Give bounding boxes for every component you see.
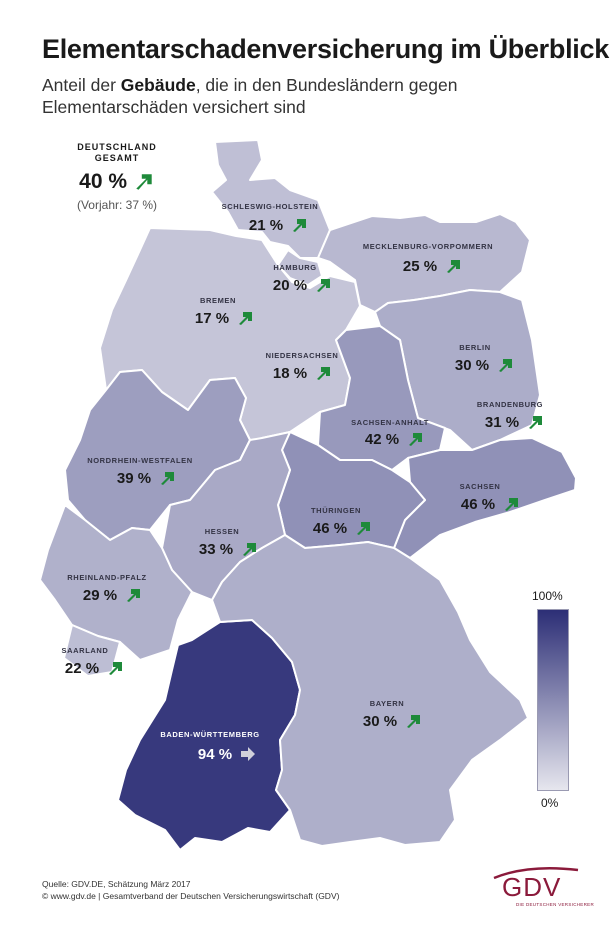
state-name-niedersachsen: NIEDERSACHSEN [266, 351, 339, 360]
trend-up-arrow-icon [109, 662, 122, 675]
legend-color-scale [537, 609, 569, 791]
national-label-line1: DEUTSCHLAND [77, 142, 157, 152]
state-region-rheinland-pfalz [39, 504, 193, 661]
copyright-text: © www.gdv.de | Gesamtverband der Deutsch… [42, 891, 340, 901]
state-value-berlin: 30 % [455, 357, 489, 374]
subtitle-suffix: , die in den Bundesländern gegen Element… [42, 75, 458, 117]
state-name-thüringen: THÜRINGEN [311, 506, 361, 515]
state-value-hamburg: 20 % [273, 277, 307, 294]
state-value-thüringen: 46 % [313, 520, 347, 537]
state-name-brandenburg: BRANDENBURG [477, 400, 543, 409]
page-subtitle: Anteil der Gebäude, die in den Bundeslän… [42, 74, 512, 118]
state-region-bayern [211, 534, 529, 847]
trend-up-arrow-icon [357, 522, 370, 535]
state-name-sachsen-anhalt: SACHSEN-ANHALT [351, 418, 429, 427]
national-value: 40 % [79, 170, 128, 193]
germany-map: SCHLESWIG-HOLSTEIN 21 % MECKLENBURG-VORPOM… [39, 139, 577, 851]
state-value-sachsen-anhalt: 42 % [365, 431, 399, 448]
state-name-mecklenburg-vorpommern: MECKLENBURG-VORPOMMERN [363, 242, 493, 251]
state-name-baden-württemberg: BADEN-WÜRTTEMBERG [160, 730, 259, 739]
state-name-saarland: SAARLAND [62, 646, 109, 655]
gdv-logo: GDV DIE DEUTSCHEN VERSICHERER [488, 862, 594, 912]
trend-up-arrow-icon [243, 543, 256, 556]
state-value-bayern: 30 % [363, 713, 397, 730]
state-name-sachsen: SACHSEN [460, 482, 501, 491]
source-note: Quelle: GDV.DE, Schätzung März 2017 © ww… [42, 878, 339, 902]
trend-up-arrow-icon [136, 174, 152, 191]
state-name-hamburg: HAMBURG [273, 263, 316, 272]
state-value-hessen: 33 % [199, 541, 233, 558]
subtitle-bold: Gebäude [120, 75, 196, 95]
trend-up-arrow-icon [293, 219, 306, 232]
trend-flat-arrow-icon [241, 747, 255, 761]
national-total: DEUTSCHLAND GESAMT 40 % (Vorjahr: 37 %) [62, 142, 172, 212]
trend-up-arrow-icon [317, 279, 330, 292]
state-name-bremen: BREMEN [200, 296, 236, 305]
legend-min-label: 0% [541, 796, 559, 810]
state-value-mecklenburg-vorpommern: 25 % [403, 258, 437, 275]
state-name-rheinland-pfalz: RHEINLAND-PFALZ [67, 573, 146, 582]
state-name-bayern: BAYERN [370, 699, 405, 708]
national-value-row: 40 % [62, 170, 172, 194]
trend-up-arrow-icon [407, 715, 420, 728]
trend-up-arrow-icon [499, 359, 512, 372]
page-title: Elementarschadenversicherung im Überblic… [42, 34, 609, 64]
state-value-bremen: 17 % [195, 310, 229, 327]
trend-up-arrow-icon [409, 433, 422, 446]
trend-up-arrow-icon [317, 367, 330, 380]
source-text: Quelle: GDV.DE, Schätzung März 2017 [42, 879, 191, 889]
trend-up-arrow-icon [127, 589, 140, 602]
state-name-berlin: BERLIN [459, 343, 491, 352]
state-value-rheinland-pfalz: 29 % [83, 587, 117, 604]
state-value-sachsen: 46 % [461, 496, 495, 513]
state-value-saarland: 22 % [65, 660, 99, 677]
state-name-schleswig-holstein: SCHLESWIG-HOLSTEIN [222, 202, 319, 211]
logo-text: GDV [502, 872, 562, 902]
state-name-nordrhein-westfalen: NORDRHEIN-WESTFALEN [87, 456, 193, 465]
subtitle-prefix: Anteil der [42, 75, 121, 95]
national-label-line2: GESAMT [94, 153, 140, 163]
state-value-nordrhein-westfalen: 39 % [117, 470, 151, 487]
state-value-niedersachsen: 18 % [273, 365, 307, 382]
state-value-baden-württemberg: 94 % [198, 746, 232, 763]
national-previous-year: (Vorjahr: 37 %) [76, 198, 158, 212]
trend-up-arrow-icon [161, 472, 174, 485]
state-value-schleswig-holstein: 21 % [249, 217, 283, 234]
logo-tagline: DIE DEUTSCHEN VERSICHERER [516, 902, 595, 907]
trend-up-arrow-icon [447, 260, 460, 273]
trend-up-arrow-icon [529, 416, 542, 429]
state-name-hessen: HESSEN [205, 527, 239, 536]
trend-up-arrow-icon [239, 312, 252, 325]
trend-up-arrow-icon [505, 498, 518, 511]
state-value-brandenburg: 31 % [485, 414, 519, 431]
logo-swoosh-icon [493, 866, 579, 880]
legend-max-label: 100% [532, 589, 563, 603]
